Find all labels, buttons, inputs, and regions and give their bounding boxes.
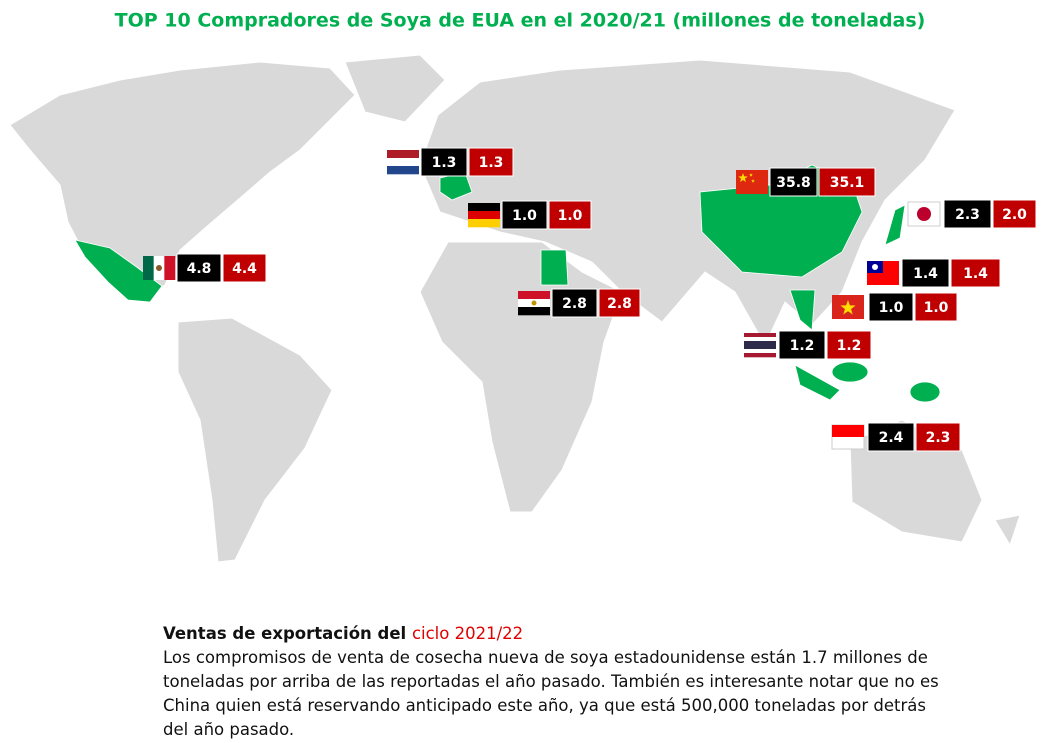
marker: 1.0 1.0: [832, 292, 958, 322]
flag-stripe: [468, 203, 500, 212]
flag-stripe: [744, 341, 776, 346]
flag-stripe: [744, 353, 776, 358]
title: TOP 10 Compradores de Soya de EUA en el …: [115, 10, 926, 32]
value-box: [222, 253, 267, 283]
marker: 2.3 2.0: [907, 199, 1037, 229]
flag-star: [749, 173, 753, 177]
value-label: 4.4: [232, 261, 257, 277]
flag-emblem: [156, 265, 162, 271]
markers: 1.3 1.3 35.8 35.1 2.3 2.0 1.0 1.0 4.8 4.4 1.4 1.4 2.…: [143, 147, 1037, 452]
flag-stripe: [832, 425, 864, 437]
marker: 2.8 2.8: [518, 288, 641, 318]
flag-stripe: [744, 333, 776, 338]
value-label: 1.0: [512, 208, 537, 224]
flag-star: [840, 300, 856, 315]
value-box: [868, 292, 914, 322]
value-box: [943, 199, 992, 229]
marker: 1.3 1.3: [387, 147, 514, 177]
value-label: 1.4: [963, 266, 988, 282]
value-box: [818, 167, 876, 197]
flag-stripe: [744, 337, 776, 342]
note-body: Los compromisos de venta de cosecha nuev…: [163, 648, 939, 739]
value-box: [598, 288, 641, 318]
value-label: 1.2: [790, 338, 815, 354]
value-box: [548, 200, 592, 230]
flag-stripe: [164, 256, 176, 280]
flag-disc: [917, 207, 931, 221]
flag-field: [736, 170, 768, 194]
note-highlight: ciclo 2021/22: [411, 624, 524, 643]
flag-stripe: [468, 211, 500, 220]
flag-stripe: [468, 219, 500, 228]
value-label: 1.3: [479, 155, 504, 171]
value-box: [420, 147, 468, 177]
flag-stripe: [387, 166, 419, 175]
value-box: [176, 253, 222, 283]
flag-stripe: [387, 158, 419, 167]
marker: 35.8 35.1: [736, 167, 876, 197]
value-box: [468, 147, 514, 177]
value-label: 1.4: [913, 266, 938, 282]
flag-star: [738, 173, 748, 183]
note: Ventas de exportación del ciclo 2021/22 …: [163, 622, 943, 742]
value-label: 1.0: [558, 208, 583, 224]
value-box: [867, 422, 915, 452]
marker: 1.4 1.4: [867, 258, 1001, 288]
value-box: [778, 330, 826, 360]
marker: 1.2 1.2: [744, 330, 872, 360]
value-label: 2.8: [607, 296, 632, 312]
flag-stripe: [387, 150, 419, 159]
flag-sun: [872, 264, 878, 270]
value-box: [914, 292, 958, 322]
value-label: 1.2: [837, 338, 862, 354]
value-label: 2.0: [1002, 207, 1027, 223]
value-label: 4.8: [187, 261, 212, 277]
flag-stripe: [518, 307, 550, 316]
value-label: 2.4: [879, 430, 904, 446]
value-label: 2.3: [926, 430, 951, 446]
value-label: 1.0: [924, 300, 949, 316]
flag-emblem: [531, 300, 537, 306]
flag-stripe: [744, 345, 776, 350]
value-label: 2.3: [955, 207, 980, 223]
value-label: 35.1: [830, 175, 865, 191]
marker: 4.8 4.4: [143, 253, 267, 283]
value-box: [769, 167, 818, 197]
value-box: [992, 199, 1037, 229]
marker: 2.4 2.3: [831, 422, 961, 452]
flag-star: [751, 179, 755, 183]
value-label: 1.0: [879, 300, 904, 316]
value-box: [551, 288, 598, 318]
flag-stripe: [518, 291, 550, 300]
value-label: 35.8: [776, 175, 811, 191]
value-label: 2.8: [562, 296, 587, 312]
value-box: [901, 258, 950, 288]
value-box: [950, 258, 1001, 288]
flag-stripe: [143, 256, 154, 280]
value-box: [915, 422, 961, 452]
flag-stripe: [744, 349, 776, 354]
map: TOP 10 Compradores de Soya de EUA en el …: [9, 10, 1037, 563]
note-heading: Ventas de exportación del: [163, 624, 412, 643]
marker: 1.0 1.0: [468, 200, 592, 230]
value-label: 1.3: [432, 155, 457, 171]
value-box: [826, 330, 872, 360]
value-box: [501, 200, 548, 230]
